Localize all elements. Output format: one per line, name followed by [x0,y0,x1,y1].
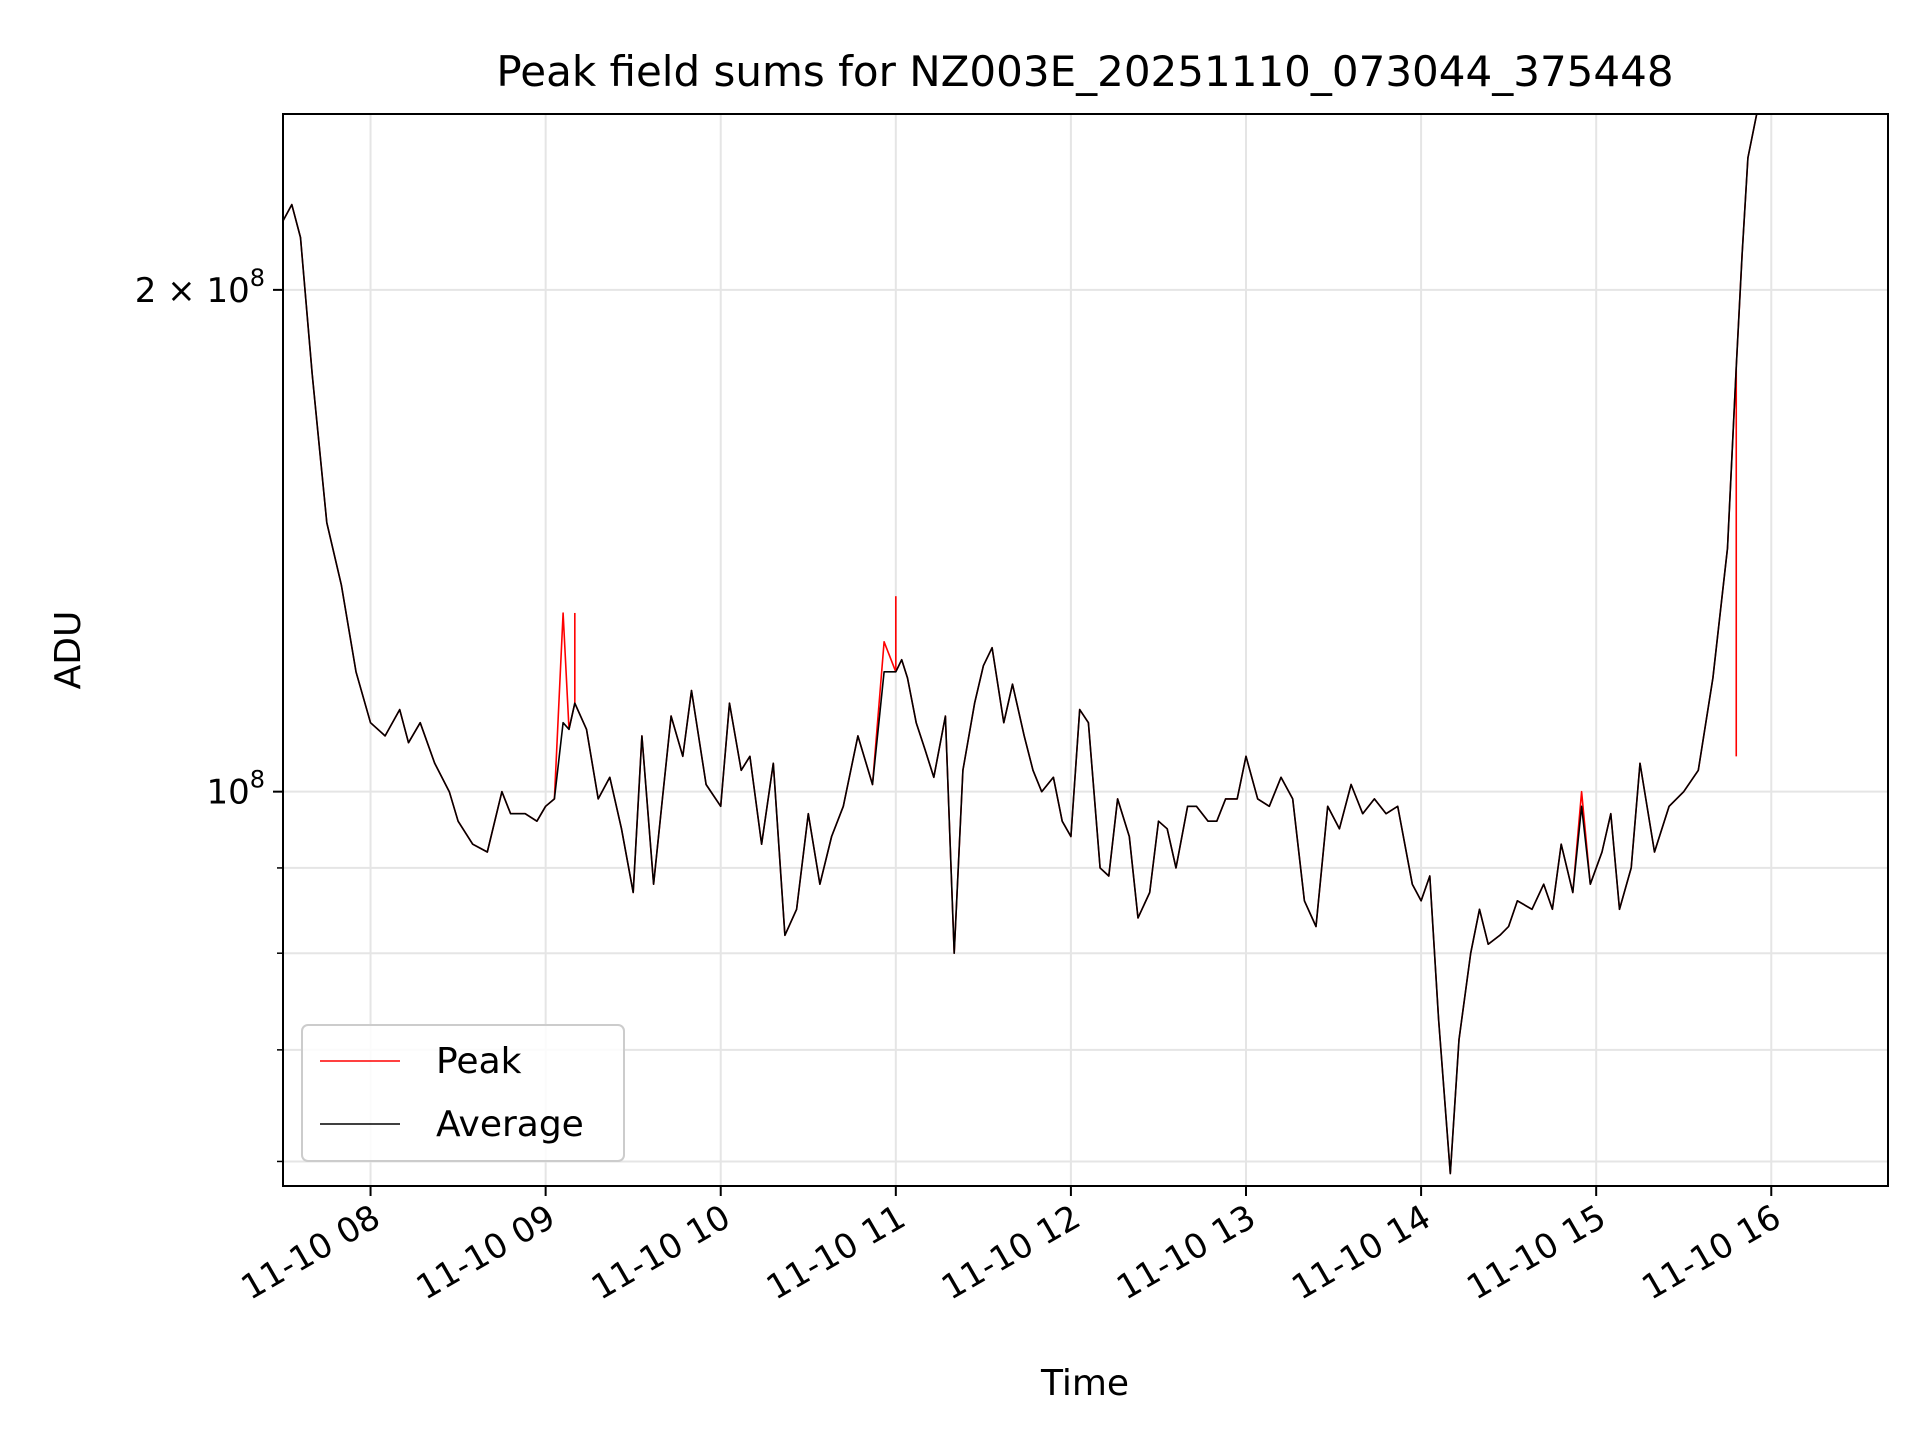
plot-frame [282,113,1889,1187]
x-tick-label: 11-10 10 [585,1197,737,1308]
legend-label-average: Average [436,1104,584,1145]
legend-label-peak: Peak [436,1041,522,1082]
series-line-average [283,114,1758,1175]
legend-box [301,1024,625,1162]
chart-title: Peak field sums for NZ003E_20251110_0730… [496,47,1673,96]
y-tick-label: 2 × 108 [135,264,265,311]
y-axis-label: ADU [48,611,89,690]
x-tick-label: 11-10 14 [1285,1197,1437,1308]
x-tick-label: 11-10 13 [1110,1197,1262,1308]
x-tick-label: 11-10 12 [935,1197,1087,1308]
x-axis-label: Time [1040,1363,1129,1404]
x-tick-label: 11-10 15 [1460,1197,1612,1308]
series-lines [283,114,1758,1175]
x-tick-label: 11-10 11 [760,1197,912,1308]
y-tick-label: 108 [206,766,265,813]
series-line-peak [283,114,1758,1175]
x-tick-label: 11-10 08 [235,1197,387,1308]
legend: Peak Average [301,1024,625,1162]
x-tick-label: 11-10 09 [410,1197,562,1308]
x-tick-label: 11-10 16 [1635,1197,1787,1308]
